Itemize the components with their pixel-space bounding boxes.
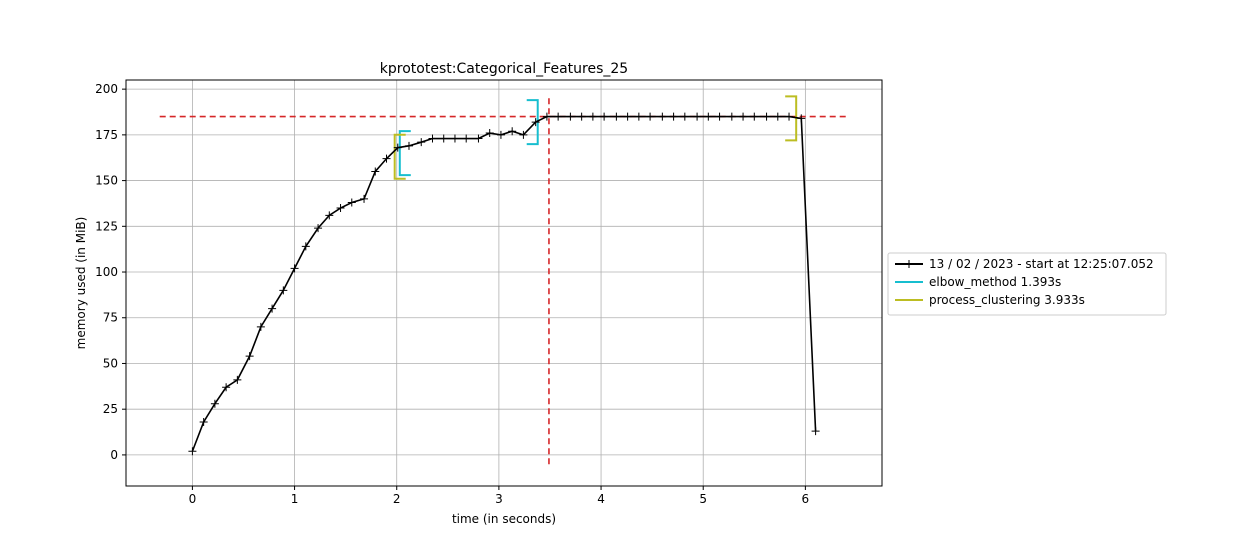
data-point: [531, 118, 540, 127]
data-point: [371, 167, 380, 176]
x-tick-label: 4: [597, 492, 605, 506]
data-point: [773, 112, 782, 121]
legend-marker: [905, 260, 913, 268]
legend-frame: [887, 252, 1167, 316]
x-tick-label: 3: [495, 492, 503, 506]
data-point: [646, 112, 655, 121]
data-point: [222, 383, 231, 392]
y-tick-label: 75: [103, 311, 118, 325]
data-point: [612, 112, 621, 121]
data-point: [417, 138, 426, 147]
data-point: [336, 204, 345, 213]
data-point: [450, 134, 459, 143]
data-point: [314, 224, 323, 233]
plot-area: [125, 79, 883, 487]
x-tick-label: 6: [802, 492, 810, 506]
memory-series: [188, 112, 820, 456]
data-point: [693, 112, 702, 121]
data-point: [542, 112, 551, 121]
data-point: [382, 154, 391, 163]
data-point: [566, 112, 575, 121]
data-point: [210, 399, 219, 408]
data-point: [462, 134, 471, 143]
x-axis-ticks: 0 1 2 3 4 5 6: [189, 486, 810, 506]
bracket-start: [398, 130, 411, 177]
data-point: [600, 112, 609, 121]
data-point: [519, 130, 528, 139]
data-point: [347, 198, 356, 207]
legend: 13 / 02 / 2023 - start at 12:25:07.052 el…: [887, 252, 1167, 316]
data-point: [680, 112, 689, 121]
data-point: [496, 130, 505, 139]
data-point: [439, 134, 448, 143]
x-tick-label: 0: [189, 492, 197, 506]
y-tick-label: 100: [95, 265, 118, 279]
data-point: [428, 134, 437, 143]
data-point: [739, 112, 748, 121]
bracket-start: [393, 133, 406, 180]
data-point: [474, 134, 483, 143]
reference-lines: [159, 98, 850, 468]
data-point: [750, 112, 759, 121]
x-tick-label: 1: [291, 492, 299, 506]
x-tick-label: 5: [699, 492, 707, 506]
data-point: [245, 352, 254, 361]
y-tick-label: 175: [95, 128, 118, 142]
data-point: [404, 141, 413, 150]
data-point: [301, 242, 310, 251]
y-tick-label: 0: [110, 448, 118, 462]
y-axis-label: memory used (in MiB): [74, 217, 88, 350]
y-tick-label: 150: [95, 174, 118, 188]
data-point: [669, 112, 678, 121]
data-point: [233, 375, 242, 384]
data-point: [727, 112, 736, 121]
data-point: [577, 112, 586, 121]
data-point: [811, 427, 820, 436]
data-point: [325, 211, 334, 220]
data-point: [704, 112, 713, 121]
data-point: [658, 112, 667, 121]
data-point: [634, 112, 643, 121]
data-point: [188, 447, 197, 456]
grid-lines: [126, 80, 882, 486]
data-point: [715, 112, 724, 121]
data-point: [279, 286, 288, 295]
data-point: [508, 127, 517, 136]
data-point: [785, 112, 794, 121]
legend-label: elbow_method 1.393s: [929, 275, 1061, 289]
data-point: [199, 417, 208, 426]
bracket-end: [785, 95, 798, 142]
x-axis-label: time (in seconds): [452, 512, 556, 526]
legend-label: process_clustering 3.933s: [929, 293, 1085, 307]
data-point: [256, 322, 265, 331]
y-tick-label: 50: [103, 356, 118, 370]
data-point: [485, 129, 494, 138]
data-point: [588, 112, 597, 121]
y-tick-label: 25: [103, 402, 118, 416]
y-axis-ticks: 0 25 50 75 100 125 150 175 200: [95, 82, 126, 462]
legend-label: 13 / 02 / 2023 - start at 12:25:07.052: [929, 257, 1154, 271]
data-point: [393, 143, 402, 152]
data-point: [797, 114, 806, 123]
data-point: [623, 112, 632, 121]
chart-title: kprototest:Categorical_Features_25: [380, 61, 628, 77]
data-point: [554, 112, 563, 121]
series-line: [191, 115, 817, 452]
y-tick-label: 125: [95, 219, 118, 233]
data-point: [290, 264, 299, 273]
data-point: [268, 304, 277, 313]
data-point: [762, 112, 771, 121]
y-tick-label: 200: [95, 82, 118, 96]
x-tick-label: 2: [393, 492, 401, 506]
data-point: [360, 194, 369, 203]
